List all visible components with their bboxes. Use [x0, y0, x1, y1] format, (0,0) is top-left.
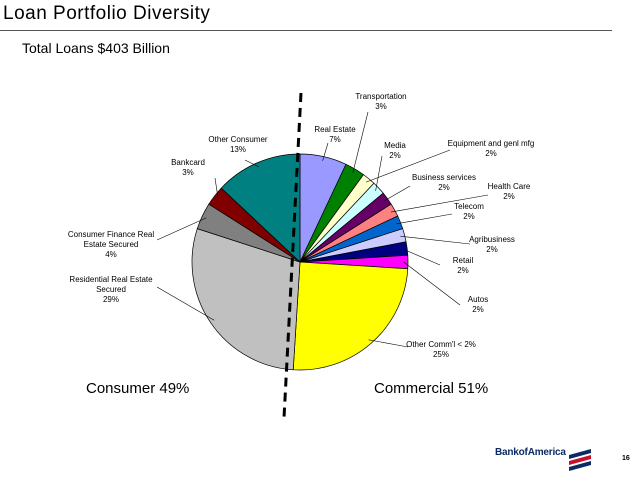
- slice-label-text: Estate Secured: [84, 240, 139, 249]
- pie-slice-other-consumer: [220, 153, 301, 263]
- leader-line-consumer-finance-real-estate-secured: [156, 217, 207, 241]
- slice-label-text: Autos: [468, 295, 488, 304]
- slice-label-media: Media 2%: [384, 141, 406, 160]
- consumer-group-label: Consumer 49%: [86, 380, 189, 397]
- slice-label-text: Business services: [412, 173, 476, 182]
- leader-line-bankcard: [214, 177, 219, 199]
- slice-label-value: 13%: [230, 145, 246, 154]
- slice-label-value: 2%: [485, 149, 497, 158]
- pie-slice-residential-real-estate-secured: [191, 228, 301, 371]
- label-leader-lines: [156, 111, 489, 348]
- leader-line-other-comm-l-2: [368, 339, 409, 348]
- commercial-group-label: Commercial 51%: [374, 380, 488, 397]
- leader-line-autos: [403, 261, 461, 306]
- slice-label-real-estate: Real Estate 7%: [314, 125, 356, 144]
- slice-label-bankcard: Bankcard 3%: [171, 158, 205, 177]
- slice-label-text: Telecom: [454, 202, 484, 211]
- slide-subtitle: Total Loans $403 Billion: [22, 40, 170, 56]
- slice-label-health-care: Health Care 2%: [488, 182, 531, 201]
- slice-label-other-consumer: Other Consumer 13%: [208, 135, 267, 154]
- slice-label-value: 25%: [433, 350, 449, 359]
- leader-line-real-estate: [322, 142, 329, 161]
- slice-label-text: Agribusiness: [469, 235, 515, 244]
- slice-label-transportation: Transportation 3%: [355, 92, 406, 111]
- slice-label-retail: Retail 2%: [453, 256, 474, 275]
- consumer-commercial-divider: [282, 92, 303, 419]
- leader-line-telecom: [396, 213, 453, 225]
- leader-line-retail: [402, 248, 441, 266]
- slice-label-text: Retail: [453, 256, 474, 265]
- slice-label-value: 2%: [463, 212, 475, 221]
- slice-label-text: Real Estate: [314, 125, 356, 134]
- slide-title: Loan Portfolio Diversity: [3, 3, 211, 24]
- slice-label-equipment-and-genl-mfg: Equipment and genl mfg 2%: [448, 139, 535, 158]
- slice-label-text: Equipment and genl mfg: [448, 139, 535, 148]
- slice-label-value: 3%: [182, 168, 194, 177]
- slice-label-value: 2%: [457, 266, 469, 275]
- brand-name: BankofAmerica: [495, 447, 566, 458]
- slice-label-value: 2%: [486, 245, 498, 254]
- slice-label-text: Residential Real Estate: [69, 275, 153, 284]
- slice-labels: Transportation 3%Real Estate 7%Other Consu…: [68, 92, 535, 359]
- slice-label-agribusiness: Agribusiness 2%: [469, 235, 515, 254]
- slice-label-text: Consumer Finance Real: [68, 230, 154, 239]
- slice-label-value: 2%: [503, 192, 515, 201]
- leader-line-transportation: [352, 111, 369, 173]
- slice-label-value: 2%: [438, 183, 450, 192]
- slice-label-value: 3%: [375, 102, 387, 111]
- slice-label-value: 2%: [472, 305, 484, 314]
- slice-label-other-comm-l-2: Other Comm'l < 2% 25%: [406, 340, 476, 359]
- slice-label-business-services: Business services 2%: [412, 173, 476, 192]
- slice-label-value: 29%: [103, 295, 119, 304]
- pie-slices: [191, 153, 409, 371]
- slice-label-value: 2%: [389, 151, 401, 160]
- slice-label-autos: Autos 2%: [468, 295, 488, 314]
- pie-slice-other-comm-l-2: [292, 261, 409, 371]
- slice-label-residential-real-estate-secured: Residential Real Estate Secured 29%: [69, 275, 153, 304]
- leader-line-business-services: [383, 185, 411, 202]
- leader-line-equipment-and-genl-mfg: [365, 149, 451, 183]
- page-number: 16: [622, 455, 630, 462]
- slice-label-text: Secured: [96, 285, 126, 294]
- slice-label-text: Transportation: [355, 92, 406, 101]
- slice-label-telecom: Telecom 2%: [454, 202, 484, 221]
- slice-label-consumer-finance-real-estate-secured: Consumer Finance Real Estate Secured 4%: [68, 230, 154, 259]
- slice-label-value: 4%: [105, 250, 117, 259]
- slice-label-text: Bankcard: [171, 158, 205, 167]
- leader-line-residential-real-estate-secured: [156, 286, 215, 321]
- bank-of-america-flag-icon: [569, 449, 591, 471]
- leader-line-media: [375, 155, 383, 192]
- slice-label-text: Other Consumer: [208, 135, 267, 144]
- title-divider: [0, 30, 612, 31]
- leader-line-agribusiness: [400, 235, 471, 245]
- slice-label-text: Media: [384, 141, 406, 150]
- leader-line-other-consumer: [244, 159, 259, 168]
- leader-line-health-care: [390, 194, 489, 213]
- slice-label-text: Other Comm'l < 2%: [406, 340, 476, 349]
- slice-label-value: 7%: [329, 135, 341, 144]
- slice-label-text: Health Care: [488, 182, 531, 191]
